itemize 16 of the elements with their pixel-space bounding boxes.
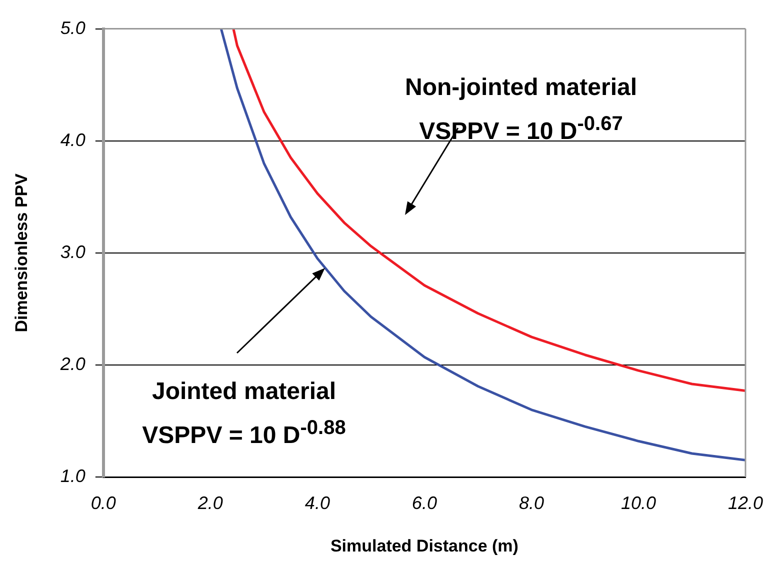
annotation: Jointed material VSPPV = 10 D$^{-0.88}$ <box>141 377 347 451</box>
x-axis-title: Simulated Distance (m) <box>330 536 518 556</box>
y-tick-label: 4.0 <box>60 130 86 150</box>
x-tick-label: 10.0 <box>620 492 656 513</box>
y-tick-label: 1.0 <box>60 466 86 486</box>
x-tick-label: 12.0 <box>728 492 764 513</box>
x-tick-label: 8.0 <box>518 492 544 513</box>
y-tick-label: 5.0 <box>60 18 86 38</box>
x-tick-label: 4.0 <box>304 492 330 513</box>
x-tick-label: 6.0 <box>412 492 437 513</box>
x-tick-label: 0.0 <box>90 492 116 513</box>
x-tick-label: 2.0 <box>196 492 223 513</box>
y-axis-title: Dimensionless PPV <box>12 172 31 332</box>
y-tick-label: 3.0 <box>60 242 86 262</box>
annotation: Non-jointed material VSPPV = 10 D$^{-0.67}$ <box>404 73 638 147</box>
y-tick-label: 2.0 <box>59 354 86 374</box>
